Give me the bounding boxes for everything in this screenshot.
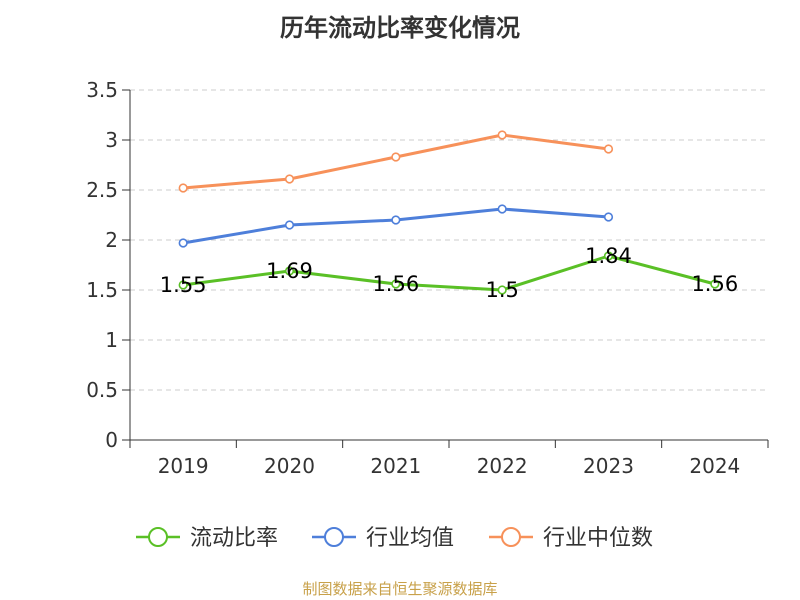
grid-lines — [130, 89, 768, 391]
data-point-2 — [284, 174, 295, 184]
legend-swatch-marker — [148, 527, 168, 547]
legend-label: 行业中位数 — [543, 526, 653, 551]
legend: 流动比率 行业均值 行业中位数 — [136, 526, 653, 551]
data-point-0 — [603, 251, 614, 261]
series-lines — [178, 130, 720, 295]
x-tick-label: 2020 — [264, 454, 315, 478]
data-label: 1.84 — [585, 244, 632, 268]
data-label: 1.56 — [691, 272, 738, 296]
data-point-0 — [391, 279, 401, 289]
y-tick-label: 3 — [105, 128, 118, 152]
y-tick-label: 0.5 — [86, 378, 118, 402]
x-tick-label: 2024 — [689, 454, 740, 478]
x-tick-label: 2021 — [370, 454, 421, 478]
y-tick-label: 1 — [105, 328, 118, 352]
legend-label: 行业均值 — [366, 526, 454, 551]
data-point-2 — [391, 152, 401, 162]
data-point-0 — [178, 280, 188, 290]
series-line-1 — [182, 207, 609, 245]
data-point-2 — [178, 183, 188, 193]
data-label: 1.56 — [372, 272, 419, 296]
legend-label: 流动比率 — [190, 526, 278, 551]
data-point-1 — [178, 238, 188, 248]
data-point-1 — [603, 212, 614, 222]
legend-swatch-marker — [501, 527, 521, 547]
y-tick-label: 2 — [105, 228, 118, 252]
data-label: 1.69 — [266, 259, 313, 283]
y-tick-label: 1.5 — [86, 278, 118, 302]
data-label: 1.5 — [485, 278, 518, 302]
axes: 0 0.5 1 1.5 2 2.5 3 3.5 2019 2020 2021 2022 2023 2024 — [86, 78, 769, 478]
data-point-2 — [603, 144, 614, 154]
data-point-0 — [710, 279, 720, 289]
data-point-1 — [497, 204, 507, 214]
source-note: 制图数据来自恒生聚源数据库 — [302, 580, 498, 598]
data-point-0 — [284, 266, 295, 276]
x-tick-label: 2022 — [477, 454, 528, 478]
y-tick-label: 2.5 — [86, 178, 118, 202]
chart-title: 历年流动比率变化情况 — [280, 14, 520, 42]
x-tick-label: 2019 — [158, 454, 209, 478]
series-line-0 — [182, 254, 716, 292]
y-tick-label: 3.5 — [86, 78, 118, 102]
data-point-1 — [391, 215, 401, 225]
data-point-1 — [284, 220, 295, 230]
data-labels: 1.55 1.69 1.56 1.5 1.84 1.56 — [160, 244, 738, 302]
x-tick-label: 2023 — [583, 454, 634, 478]
y-tick-label: 0 — [105, 428, 118, 452]
data-point-0 — [497, 285, 507, 295]
legend-swatch-marker — [324, 527, 344, 547]
data-point-2 — [497, 130, 507, 140]
data-label: 1.55 — [160, 273, 207, 297]
